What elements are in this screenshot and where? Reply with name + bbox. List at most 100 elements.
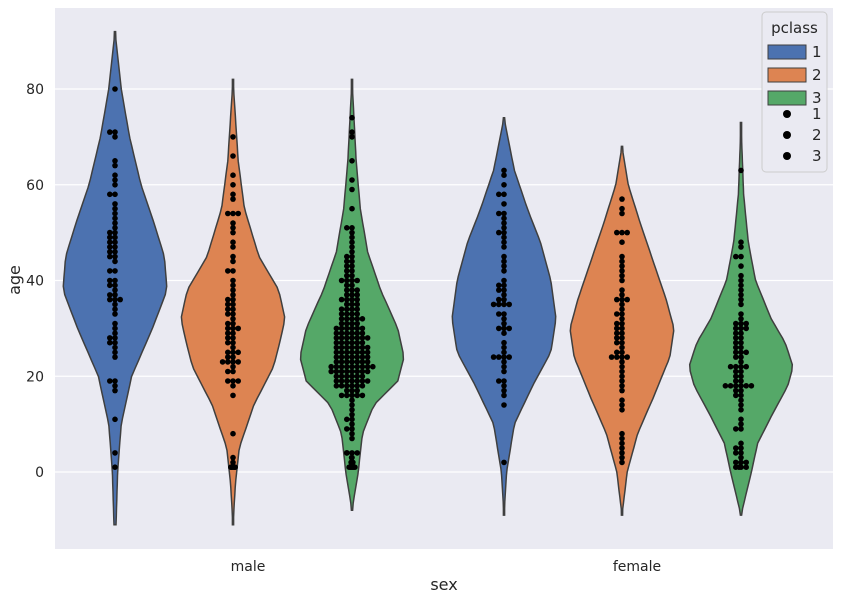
- swarm-point: [344, 316, 350, 322]
- swarm-point: [235, 349, 241, 356]
- swarm-point: [501, 210, 507, 217]
- y-tick-label: 60: [26, 178, 44, 194]
- swarm-point: [619, 339, 625, 346]
- swarm-point: [338, 339, 345, 346]
- swarm-point: [349, 311, 355, 317]
- swarm-point: [364, 335, 371, 341]
- swarm-point: [112, 129, 118, 135]
- swarm-point: [333, 325, 340, 332]
- swarm-point: [235, 378, 241, 384]
- legend-swatch-3: [767, 90, 807, 106]
- legend-label: 2: [812, 126, 822, 144]
- swarm-point: [349, 205, 355, 212]
- swarm-point: [338, 349, 345, 356]
- swarm-point: [738, 459, 744, 466]
- swarm-point: [733, 330, 739, 337]
- swarm-point: [349, 249, 355, 255]
- swarm-point: [344, 287, 350, 293]
- legend-swatch-2: [767, 67, 807, 83]
- swarm-point: [359, 344, 366, 351]
- swarm-point: [619, 306, 625, 313]
- swarm-point: [501, 320, 507, 327]
- swarm-point: [349, 306, 355, 313]
- swarm-point: [230, 225, 236, 231]
- swarm-point: [112, 177, 118, 183]
- swarm-point: [107, 282, 113, 289]
- swarm-point: [107, 249, 113, 255]
- swarm-point: [235, 325, 241, 332]
- swarm-point: [359, 330, 366, 337]
- swarm-point: [359, 378, 366, 384]
- swarm-point: [359, 373, 366, 380]
- swarm-point: [733, 373, 739, 380]
- swarm-point: [506, 354, 512, 360]
- swarm-point: [328, 363, 335, 370]
- swarm-point: [743, 363, 749, 370]
- swarm-point: [619, 292, 625, 298]
- swarm-point: [490, 354, 497, 360]
- swarm-point: [344, 339, 350, 346]
- swarm-point: [348, 454, 355, 461]
- swarm-point: [349, 272, 355, 279]
- y-tick-label: 40: [26, 274, 44, 290]
- swarm-point: [738, 316, 744, 322]
- swarm-point: [112, 330, 118, 337]
- swarm-point: [619, 268, 625, 274]
- swarm-point: [230, 244, 236, 250]
- swarm-point: [107, 335, 113, 341]
- swarm-point: [354, 392, 361, 399]
- swarm-point: [349, 277, 355, 284]
- swarm-point: [344, 268, 350, 274]
- swarm-point: [225, 354, 231, 360]
- swarm-point: [349, 316, 355, 322]
- swarm-point: [349, 225, 355, 231]
- swarm-point: [349, 325, 355, 332]
- swarm-point: [733, 445, 739, 451]
- swarm-point: [344, 282, 350, 289]
- swarm-point: [225, 349, 231, 356]
- swarm-point: [359, 383, 366, 389]
- swarm-point: [619, 378, 625, 384]
- swarm-point: [230, 296, 236, 303]
- swarm-point: [230, 239, 236, 245]
- swarm-point: [344, 450, 350, 456]
- swarm-point: [501, 378, 507, 384]
- swarm-point: [349, 268, 355, 274]
- legend-label: 1: [812, 43, 822, 61]
- swarm-point: [738, 407, 744, 413]
- swarm-point: [501, 296, 507, 303]
- swarm-point: [349, 339, 355, 346]
- swarm-point: [112, 335, 118, 341]
- swarm-point: [614, 349, 620, 356]
- swarm-point: [107, 234, 113, 241]
- swarm-point: [230, 287, 236, 293]
- swarm-point: [112, 258, 118, 265]
- swarm-point: [624, 354, 630, 360]
- swarm-point: [344, 306, 350, 313]
- swarm-point: [112, 249, 118, 255]
- swarm-point: [344, 387, 350, 394]
- swarm-point: [738, 349, 744, 356]
- swarm-point: [333, 373, 340, 380]
- grid-lines: [55, 88, 833, 473]
- swarm-point: [354, 287, 361, 293]
- swarm-point: [349, 344, 355, 351]
- swarm-point: [333, 354, 340, 360]
- swarm-point: [619, 258, 625, 265]
- swarm-point: [619, 402, 625, 408]
- swarm-point: [349, 359, 355, 365]
- swarm-point: [346, 464, 352, 471]
- swarm-point: [733, 253, 739, 260]
- swarm-point: [501, 225, 507, 231]
- legend-marker-3: [783, 152, 791, 160]
- swarm-point: [349, 129, 355, 135]
- y-tick-label: 80: [26, 82, 44, 98]
- swarm-point: [624, 296, 630, 303]
- swarm-point: [344, 325, 350, 332]
- swarm-point: [344, 301, 350, 308]
- swarm-point: [364, 354, 371, 360]
- swarm-point: [230, 311, 236, 317]
- swarm-point: [619, 368, 625, 375]
- swarm-point: [349, 402, 355, 408]
